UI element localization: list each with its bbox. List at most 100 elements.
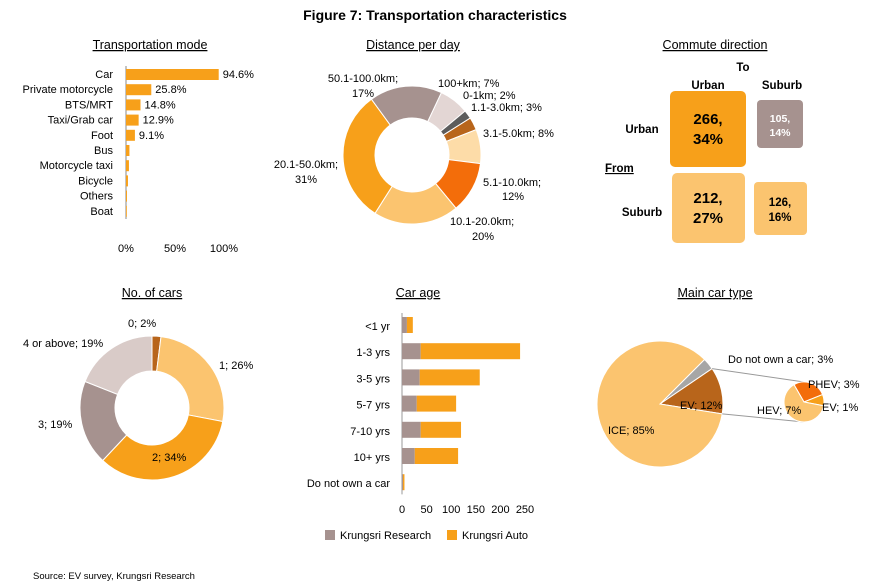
car-age-legend: Krungsri Research Krungsri Auto: [325, 530, 528, 542]
distance-label-5-10-line1: 5.1-10.0km;: [483, 177, 541, 189]
transport-mode-bar-motorcycle-taxi: [126, 160, 129, 172]
transport-mode-category-bts-mrt: BTS/MRT: [65, 99, 113, 111]
transport-mode-bar-taxi-grab-car: [126, 114, 139, 126]
commute-ss-pct: 16%: [768, 212, 791, 224]
num-cars-labels: 0; 2% 1; 26% 2; 34% 3; 19% 4 or above; 1…: [23, 318, 253, 464]
car-age-xtick-0: 0: [399, 504, 405, 516]
car-age-category-7-10-yrs: 7-10 yrs: [350, 426, 390, 438]
car-age-category-1-yr: <1 yr: [365, 321, 390, 333]
commute-from-label: From: [605, 163, 634, 175]
car-age-bar-krungsri-research-do-not-own-a-car: [402, 474, 403, 491]
legend-swatch-krungsri-research: [325, 530, 335, 540]
car-age-category-3-5-yrs: 3-5 yrs: [356, 373, 390, 385]
car-age-bar-krungsri-research-5-7-yrs: [402, 395, 417, 412]
car-age-bar-krungsri-research-3-5-yrs: [402, 369, 420, 386]
distance-slice-20-1-50-0km: [342, 98, 393, 214]
transport-mode-category-bicycle: Bicycle: [78, 175, 113, 187]
commute-su-count: 212,: [693, 190, 722, 207]
car-age-bar-krungsri-auto-3-5-yrs: [419, 369, 480, 386]
num-cars-slice-2: [102, 414, 224, 481]
transport-mode-value-car: 94.6%: [223, 69, 254, 81]
commute-cell-urban-suburb: [757, 100, 803, 148]
car-age-xtick-150: 150: [467, 504, 485, 516]
transport-mode-value-private-motorcycle: 25.8%: [155, 84, 186, 96]
commute-cell-urban-urban: [670, 91, 746, 167]
car-age-xtick-100: 100: [442, 504, 460, 516]
transport-mode-bar-bicycle: [126, 175, 128, 187]
transport-mode-bar-car: [126, 69, 219, 80]
transport-mode-category-taxi-grab-car: Taxi/Grab car: [48, 115, 114, 127]
commute-cell-suburb-urban: [672, 173, 745, 243]
transport-mode-value-bts-mrt: 14.8%: [145, 99, 176, 111]
commute-col-urban: Urban: [691, 80, 724, 92]
distance-slice-50-1-100-0km: [370, 85, 443, 126]
car-age-category-1-3-yrs: 1-3 yrs: [356, 347, 390, 359]
transport-mode-category-bus: Bus: [94, 145, 113, 157]
transport-mode-xtick-2: 100%: [210, 243, 238, 255]
car-type-label-no-car: Do not own a car; 3%: [728, 354, 833, 366]
car-age-bar-krungsri-auto-10-yrs: [414, 448, 459, 464]
transport-mode-chart: Car 94.6% Private motorcycle 25.8% BTS/MRT 14…: [23, 66, 254, 255]
transport-mode-category-boat: Boat: [90, 206, 113, 218]
car-age-bar-krungsri-research-10-yrs: [402, 448, 415, 464]
distance-label-0-1: 0-1km; 2%: [463, 90, 516, 102]
transport-mode-category-foot: Foot: [91, 130, 113, 142]
num-cars-title: No. of cars: [122, 286, 182, 300]
commute-row-urban: Urban: [625, 124, 658, 136]
car-type-connector-bottom: [722, 413, 805, 423]
distance-label-3-5: 3.1-5.0km; 8%: [483, 128, 554, 140]
source-note: Source: EV survey, Krungsri Research: [33, 571, 195, 582]
transport-mode-category-motorcycle-taxi: Motorcycle taxi: [40, 160, 113, 172]
num-cars-slice-4-or-above: [84, 335, 153, 396]
car-age-bar-krungsri-research-1-yr: [402, 317, 407, 333]
transport-mode-bar-foot: [126, 129, 135, 141]
car-type-label-phev: PHEV; 3%: [808, 379, 860, 391]
num-cars-label-3: 3; 19%: [38, 419, 72, 431]
car-age-category-10-yrs: 10+ yrs: [354, 452, 391, 464]
distance-labels: 50.1-100.0km; 17% 100+km; 7% 0-1km; 2% 1…: [274, 73, 554, 243]
num-cars-label-4plus: 4 or above; 19%: [23, 338, 103, 350]
car-type-connector-top: [712, 368, 805, 383]
transport-mode-bar-boat: [126, 205, 127, 217]
distance-label-50-100-line2: 17%: [352, 88, 374, 100]
distance-label-1-3: 1.1-3.0km; 3%: [471, 102, 542, 114]
transport-mode-xtick-0: 0%: [118, 243, 134, 255]
car-age-bar-krungsri-auto-do-not-own-a-car: [402, 474, 405, 491]
car-type-labels: Do not own a car; 3% EV; 12% ICE; 85% PH…: [608, 354, 860, 437]
transport-mode-xtick-1: 50%: [164, 243, 186, 255]
car-age-category-5-7-yrs: 5-7 yrs: [356, 400, 390, 412]
num-cars-donut: [79, 335, 225, 481]
distance-donut: [342, 85, 482, 225]
num-cars-label-1: 1; 26%: [219, 360, 253, 372]
figure-title: Figure 7: Transportation characteristics: [303, 7, 567, 23]
transport-mode-bar-bus: [126, 145, 130, 156]
car-age-xtick-50: 50: [420, 504, 432, 516]
commute-col-suburb: Suburb: [762, 80, 802, 92]
distance-label-20-50-line1: 20.1-50.0km;: [274, 159, 338, 171]
car-age-bar-krungsri-auto-1-yr: [406, 317, 413, 333]
car-type-pie: [596, 340, 825, 468]
car-type-label-sub-ev: EV; 1%: [822, 402, 858, 414]
distance-label-20-50-line2: 31%: [295, 174, 317, 186]
car-age-xtick-250: 250: [516, 504, 534, 516]
distance-title: Distance per day: [366, 38, 461, 52]
car-age-bar-krungsri-auto-5-7-yrs: [416, 395, 457, 412]
commute-to-label: To: [736, 62, 749, 74]
commute-uu-count: 266,: [693, 111, 722, 128]
transport-mode-bar-private-motorcycle: [126, 84, 152, 96]
num-cars-slice-1: [156, 336, 225, 423]
car-age-bar-krungsri-auto-7-10-yrs: [420, 421, 462, 438]
car-type-label-hev: HEV; 7%: [757, 405, 801, 417]
transport-mode-value-foot: 9.1%: [139, 130, 164, 142]
commute-cell-suburb-suburb: [754, 182, 807, 235]
transport-mode-value-taxi-grab-car: 12.9%: [143, 115, 174, 127]
car-age-title: Car age: [396, 286, 441, 300]
transport-mode-category-others: Others: [80, 191, 114, 203]
car-type-sub-slice-hev: [783, 383, 825, 423]
distance-label-100plus: 100+km; 7%: [438, 78, 500, 90]
car-age-xtick-200: 200: [491, 504, 509, 516]
commute-table: To Urban Suburb Urban From Suburb 266, 3…: [605, 62, 807, 243]
distance-label-10-20-line2: 20%: [472, 231, 494, 243]
commute-us-pct: 14%: [769, 127, 791, 139]
